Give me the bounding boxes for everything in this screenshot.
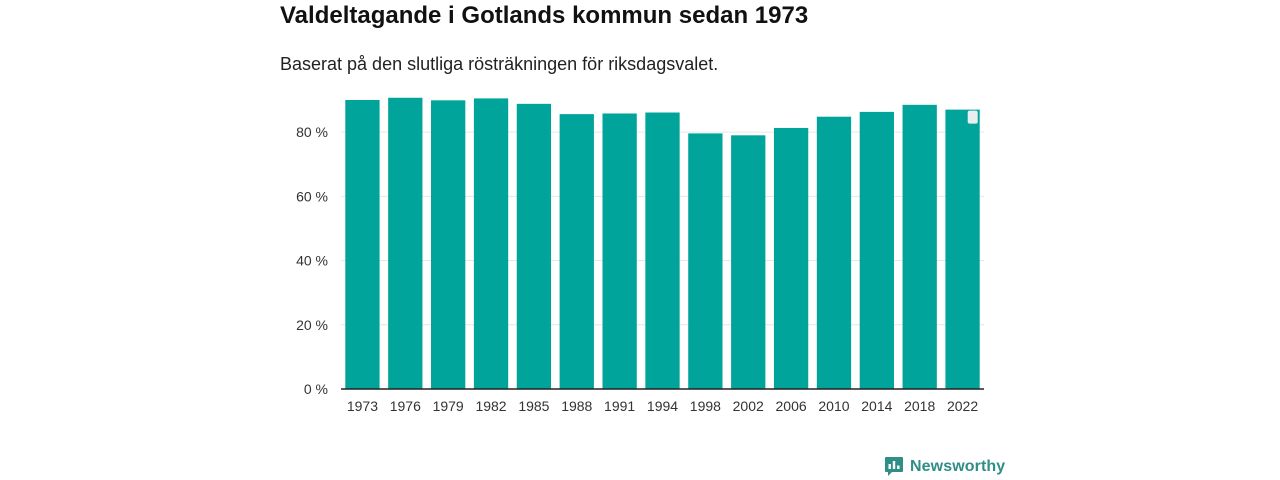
bar-1994[interactable] <box>645 112 680 390</box>
chart-subtitle: Baserat på den slutliga rösträkningen fö… <box>280 54 719 74</box>
x-tick-label: 1976 <box>390 398 421 414</box>
bar-2002[interactable] <box>731 135 766 389</box>
bars <box>345 97 980 390</box>
newsworthy-logo-icon <box>885 457 903 476</box>
bar-2006[interactable] <box>773 127 809 389</box>
bar-1998[interactable] <box>688 133 723 389</box>
last-bar-marker-icon[interactable] <box>967 110 978 124</box>
x-tick-label: 1982 <box>475 398 506 414</box>
x-tick-label: 2002 <box>733 398 764 414</box>
last-bar-marker <box>967 110 978 124</box>
y-tick-label: 20 % <box>296 317 328 333</box>
y-tick-label: 80 % <box>296 124 328 140</box>
brand-name: Newsworthy <box>910 458 1006 475</box>
y-tick-label: 60 % <box>296 188 328 204</box>
x-tick-label: 2014 <box>861 398 892 414</box>
y-axis-ticks: 0 % 20 % 40 % 60 % 80 % <box>296 124 328 397</box>
y-tick-label: 0 % <box>304 381 328 397</box>
newsworthy-brand[interactable]: Newsworthy <box>884 456 1005 478</box>
bar-1979[interactable] <box>431 100 466 389</box>
bar-1973[interactable] <box>345 100 380 389</box>
bar-1988[interactable] <box>559 114 594 389</box>
x-tick-label: 2022 <box>947 398 978 414</box>
bar-2014[interactable] <box>859 111 894 389</box>
x-tick-label: 1985 <box>518 398 549 414</box>
x-tick-label: 2006 <box>776 398 807 414</box>
x-tick-label: 1991 <box>604 398 635 414</box>
bar-2010[interactable] <box>816 116 852 389</box>
y-tick-label: 40 % <box>296 253 328 269</box>
bar-1991[interactable] <box>602 113 637 390</box>
x-tick-label: 1994 <box>647 398 678 414</box>
x-axis-ticks: 1973 1976 1979 1982 1985 1988 1991 1994 1998 2002… <box>347 398 978 414</box>
bar-1982[interactable] <box>473 98 509 389</box>
bar-2018[interactable] <box>902 104 937 389</box>
x-tick-label: 2018 <box>904 398 935 414</box>
x-tick-label: 2010 <box>818 398 849 414</box>
x-tick-label: 1973 <box>347 398 378 414</box>
x-tick-label: 1979 <box>433 398 464 414</box>
chart-title: Valdeltagande i Gotlands kommun sedan 19… <box>280 2 809 29</box>
bar-1976[interactable] <box>388 97 423 389</box>
x-tick-label: 1988 <box>561 398 592 414</box>
bar-chart: 0 % 20 % 40 % 60 % 80 % 1973 1976 1979 1982 1985… <box>296 97 984 414</box>
x-tick-label: 1998 <box>690 398 721 414</box>
bar-1985[interactable] <box>516 103 552 389</box>
bar-2022[interactable] <box>945 109 980 389</box>
